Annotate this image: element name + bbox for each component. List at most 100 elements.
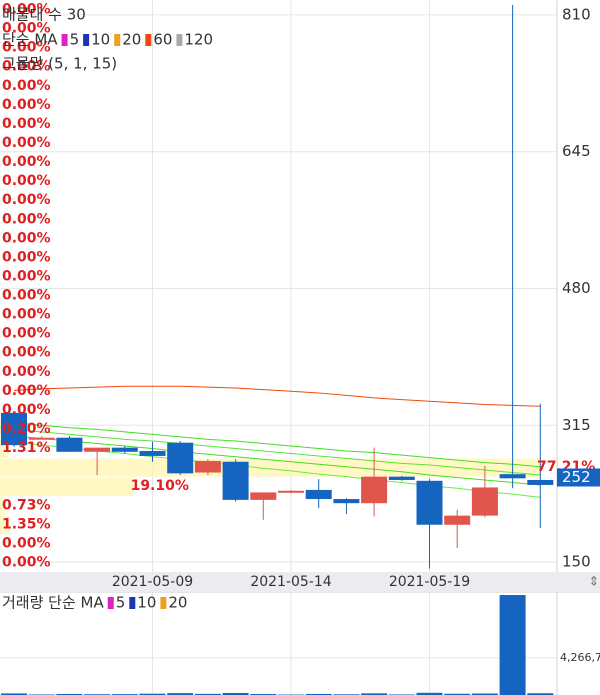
profile-title: 매물대 수 30	[2, 6, 86, 24]
candle-body	[167, 442, 194, 474]
candle-body	[333, 499, 360, 504]
legend-swatch	[160, 597, 167, 609]
candle-body	[278, 490, 304, 493]
y-tick-label: 645	[562, 142, 591, 160]
volume-bar	[1, 693, 27, 695]
legend-label: 5	[70, 31, 80, 49]
profile-label: 0.00%	[2, 21, 51, 37]
candle-body	[361, 476, 388, 504]
candle-body	[527, 479, 554, 485]
candle-body	[416, 480, 443, 525]
volume-bar	[361, 693, 388, 695]
profile-label: 0.00%	[2, 364, 51, 380]
profile-label: 0.00%	[2, 402, 51, 418]
legend-swatch	[83, 34, 90, 46]
profile-label: 1.35%	[2, 516, 51, 532]
price-tag-label: 252	[562, 468, 591, 486]
y-tick-label: 480	[562, 279, 591, 297]
profile-label: 0.00%	[2, 154, 51, 170]
profile-label: 1.31%	[2, 440, 51, 456]
volume-bar	[194, 693, 221, 695]
legend-label: 5	[116, 594, 126, 612]
candle-body	[56, 437, 83, 452]
profile-label: 0.00%	[2, 249, 51, 265]
profile-label: 0.00%	[2, 230, 51, 246]
profile-bar	[0, 515, 10, 534]
profile-label: 0.00%	[2, 40, 51, 56]
legend-swatch	[129, 597, 136, 609]
candle-body	[305, 489, 332, 500]
legend-swatch	[145, 34, 152, 46]
profile-label: 0.00%	[2, 383, 51, 399]
volume-bar	[139, 693, 166, 695]
profile-label: 0.00%	[2, 326, 51, 342]
profile-label: 0.00%	[2, 307, 51, 323]
legend-label: 20	[168, 594, 187, 612]
x-tick-label: 2021-05-19	[389, 574, 470, 590]
profile-label: 0.00%	[2, 97, 51, 113]
candle-body	[84, 447, 111, 452]
profile-label: 0.00%	[2, 554, 51, 570]
ribbon-title: 그물망 (5, 1, 15)	[2, 55, 117, 73]
profile-label: 0.00%	[2, 345, 51, 361]
candle-body	[388, 476, 415, 480]
y-tick-label: 150	[562, 553, 591, 571]
profile-label: 0.73%	[2, 497, 51, 513]
candle-body	[1, 412, 27, 446]
candle-body	[471, 487, 498, 516]
volume-bar	[167, 693, 194, 695]
y-tick-label: 4,266,725	[560, 651, 600, 664]
date-axis-band	[0, 572, 600, 592]
x-tick-label: 2021-05-09	[112, 574, 193, 590]
legend-swatch	[176, 34, 183, 46]
price-tag	[557, 468, 600, 487]
legend-swatch	[61, 34, 68, 46]
profile-label: 0.00%	[2, 2, 51, 18]
volume-bar	[471, 693, 498, 695]
legend-label: 10	[91, 31, 110, 49]
profile-label: 0.00%	[2, 59, 51, 75]
profile-label: 0.00%	[2, 135, 51, 151]
legend-label: 20	[122, 31, 141, 49]
resize-handle[interactable]: ⇕	[589, 575, 600, 590]
labels: 150 315 480 645 810 2021-05-09 2021-05-14 2021-…	[2, 2, 600, 664]
profile-label: 19.10%	[131, 478, 189, 494]
legend-label: 10	[137, 594, 156, 612]
candle-body	[28, 437, 55, 440]
candle-body	[250, 492, 277, 500]
legend-swatch	[114, 34, 121, 46]
profile-bar	[0, 439, 10, 458]
candle-body	[194, 460, 221, 473]
profile-bar	[0, 477, 134, 496]
candle-body	[111, 447, 138, 452]
ma-line	[13, 385, 541, 407]
profile-bar	[0, 420, 2, 439]
x-tick-label: 2021-05-14	[250, 574, 331, 590]
profile-label: 0.00%	[2, 288, 51, 304]
profile-bar	[0, 496, 6, 515]
candle-body	[499, 474, 526, 479]
profile-label: 0.00%	[2, 211, 51, 227]
volume-bar	[222, 692, 249, 695]
y-tick-label: 810	[562, 5, 591, 23]
legend-swatch	[107, 597, 114, 609]
candle-body	[222, 461, 249, 500]
legend-title: 거래량 단순 MA	[2, 594, 104, 612]
ma-line	[13, 435, 541, 486]
profile-label: 0.00%	[2, 268, 51, 284]
volume-bar	[416, 692, 443, 695]
profile-label: 0.20%	[2, 421, 51, 437]
candle-body	[444, 515, 471, 525]
volume-bar	[305, 693, 332, 695]
legend-title: 단순 MA	[2, 31, 58, 49]
plot	[1, 4, 554, 695]
profile-label: 0.00%	[2, 173, 51, 189]
volume-bar	[499, 595, 526, 695]
y-tick-label: 315	[562, 416, 591, 434]
profile-label: 0.00%	[2, 78, 51, 94]
legend-label: 120	[184, 31, 213, 49]
profile-label: 0.00%	[2, 535, 51, 551]
ma-line	[13, 428, 541, 476]
legend-label: 60	[153, 31, 172, 49]
